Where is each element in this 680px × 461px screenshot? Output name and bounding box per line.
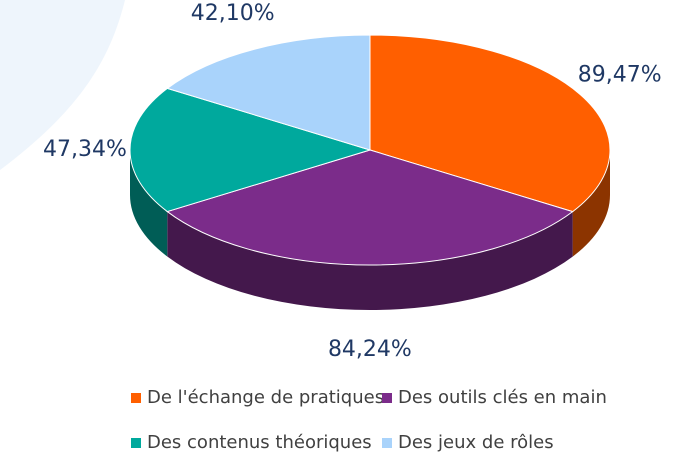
slice-side: [167, 211, 573, 310]
legend-label: Des contenus théoriques: [147, 432, 372, 453]
slice: [166, 149, 574, 266]
slice: [129, 87, 372, 213]
legend-label: Des jeux de rôles: [398, 432, 554, 453]
data-label: 42,10%: [191, 1, 275, 26]
slice: [369, 34, 611, 213]
slice-side: [130, 150, 168, 257]
data-label: 47,34%: [43, 137, 127, 162]
slice-side: [572, 150, 610, 257]
legend-swatch: [131, 393, 141, 403]
legend-label: De l'échange de pratiques: [147, 387, 384, 408]
data-label: 84,24%: [328, 337, 412, 362]
legend-swatch: [382, 438, 392, 448]
data-label: 89,47%: [578, 62, 662, 87]
legend-swatch: [382, 393, 392, 403]
legend-label: Des outils clés en main: [398, 387, 607, 408]
legend-swatch: [131, 438, 141, 448]
slice: [166, 34, 371, 151]
background-shape: [0, 0, 125, 170]
